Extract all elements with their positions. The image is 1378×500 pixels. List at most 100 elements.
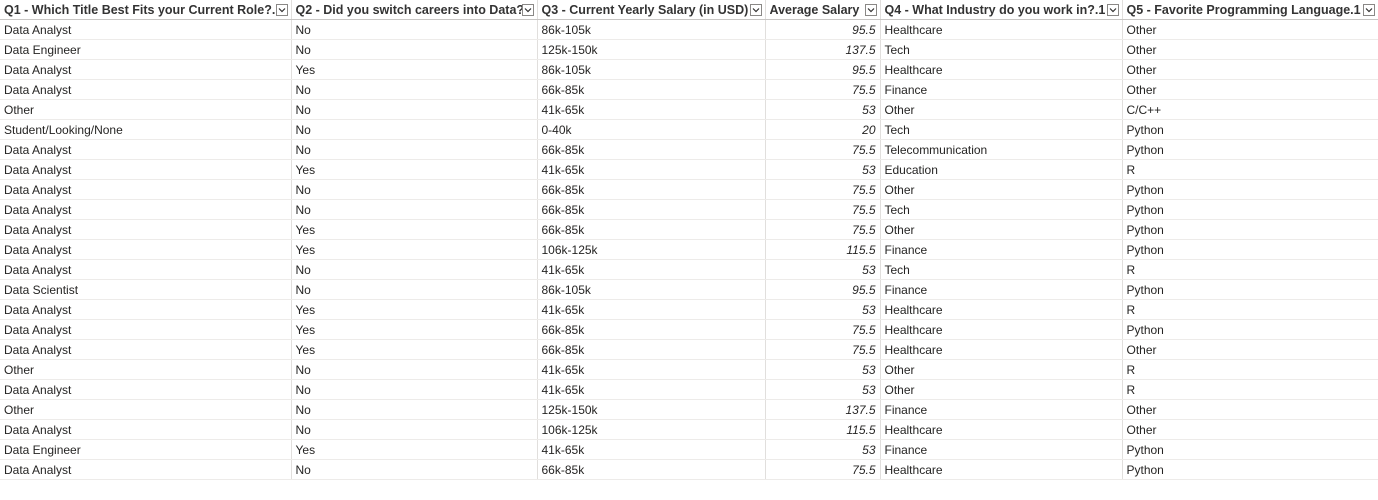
table-row: Data Scientist No 86k-105k 95.5 Finance Pytho… xyxy=(0,279,1378,300)
column-header-label: Average Salary xyxy=(769,2,860,17)
cell-industry: Telecommunication xyxy=(880,139,1123,160)
table-row: Data Analyst No 66k-85k 75.5 Other Python xyxy=(0,179,1378,200)
table-row: Other No 41k-65k 53 Other C/C++ xyxy=(0,99,1378,120)
cell-salary-range: 41k-65k xyxy=(537,359,766,380)
chevron-down-icon[interactable] xyxy=(521,3,534,16)
cell-salary-range: 41k-65k xyxy=(537,299,766,320)
cell-industry: Finance xyxy=(880,439,1123,460)
cell-average-salary: 137.5 xyxy=(765,39,881,60)
cell-average-salary: 53 xyxy=(765,159,881,180)
cell-average-salary: 75.5 xyxy=(765,219,881,240)
cell-career-switch: No xyxy=(291,399,538,420)
cell-career-switch: Yes xyxy=(291,319,538,340)
cell-average-salary: 53 xyxy=(765,299,881,320)
cell-language: Python xyxy=(1122,439,1378,460)
chevron-down-icon[interactable] xyxy=(864,3,877,16)
cell-career-switch: No xyxy=(291,79,538,100)
table-body: Data Analyst No 86k-105k 95.5 Healthcare Othe… xyxy=(0,19,1378,480)
cell-industry: Finance xyxy=(880,279,1123,300)
cell-industry: Healthcare xyxy=(880,19,1123,40)
table-row: Data Engineer Yes 41k-65k 53 Finance Python xyxy=(0,439,1378,460)
cell-salary-range: 86k-105k xyxy=(537,59,766,80)
chevron-down-icon[interactable] xyxy=(1362,3,1375,16)
cell-average-salary: 75.5 xyxy=(765,139,881,160)
cell-industry: Healthcare xyxy=(880,339,1123,360)
cell-average-salary: 53 xyxy=(765,259,881,280)
cell-role: Data Analyst xyxy=(0,379,292,400)
column-header-salary-range[interactable]: Q3 - Current Yearly Salary (in USD) xyxy=(537,0,766,20)
cell-salary-range: 66k-85k xyxy=(537,79,766,100)
chevron-down-icon[interactable] xyxy=(1106,3,1119,16)
cell-career-switch: Yes xyxy=(291,59,538,80)
cell-career-switch: No xyxy=(291,259,538,280)
cell-career-switch: No xyxy=(291,39,538,60)
column-header-career-switch[interactable]: Q2 - Did you switch careers into Data? xyxy=(291,0,538,20)
cell-role: Data Analyst xyxy=(0,179,292,200)
cell-average-salary: 75.5 xyxy=(765,459,881,480)
cell-industry: Other xyxy=(880,99,1123,120)
cell-language: C/C++ xyxy=(1122,99,1378,120)
cell-career-switch: No xyxy=(291,19,538,40)
column-header-industry[interactable]: Q4 - What Industry do you work in?.1 xyxy=(880,0,1123,20)
cell-salary-range: 66k-85k xyxy=(537,339,766,360)
cell-industry: Healthcare xyxy=(880,459,1123,480)
cell-language: Python xyxy=(1122,239,1378,260)
table-row: Data Analyst Yes 66k-85k 75.5 Other Python xyxy=(0,219,1378,240)
cell-career-switch: Yes xyxy=(291,439,538,460)
cell-career-switch: No xyxy=(291,99,538,120)
cell-salary-range: 66k-85k xyxy=(537,139,766,160)
cell-salary-range: 41k-65k xyxy=(537,159,766,180)
cell-career-switch: No xyxy=(291,199,538,220)
table-row: Data Analyst No 66k-85k 75.5 Finance Other xyxy=(0,79,1378,100)
column-header-label: Q2 - Did you switch careers into Data? xyxy=(295,2,522,17)
cell-role: Data Analyst xyxy=(0,319,292,340)
cell-role: Data Analyst xyxy=(0,459,292,480)
cell-average-salary: 53 xyxy=(765,359,881,380)
chevron-down-icon[interactable] xyxy=(749,3,762,16)
cell-average-salary: 53 xyxy=(765,379,881,400)
cell-average-salary: 75.5 xyxy=(765,179,881,200)
cell-industry: Healthcare xyxy=(880,419,1123,440)
cell-language: Python xyxy=(1122,139,1378,160)
cell-role: Data Analyst xyxy=(0,159,292,180)
column-header-role[interactable]: Q1 - Which Title Best Fits your Current … xyxy=(0,0,292,20)
cell-language: R xyxy=(1122,259,1378,280)
cell-role: Data Analyst xyxy=(0,199,292,220)
column-header-label: Q4 - What Industry do you work in?.1 xyxy=(884,2,1106,17)
table-row: Data Analyst No 41k-65k 53 Other R xyxy=(0,379,1378,400)
cell-role: Data Analyst xyxy=(0,19,292,40)
cell-salary-range: 66k-85k xyxy=(537,179,766,200)
table-row: Data Analyst Yes 86k-105k 95.5 Healthcare Oth… xyxy=(0,59,1378,80)
chevron-down-icon[interactable] xyxy=(275,3,288,16)
cell-language: Other xyxy=(1122,59,1378,80)
cell-salary-range: 125k-150k xyxy=(537,399,766,420)
cell-career-switch: Yes xyxy=(291,339,538,360)
cell-average-salary: 53 xyxy=(765,99,881,120)
cell-career-switch: Yes xyxy=(291,239,538,260)
cell-role: Data Analyst xyxy=(0,419,292,440)
cell-role: Data Analyst xyxy=(0,59,292,80)
cell-salary-range: 125k-150k xyxy=(537,39,766,60)
table-row: Data Analyst No 66k-85k 75.5 Tech Python xyxy=(0,199,1378,220)
cell-salary-range: 106k-125k xyxy=(537,239,766,260)
column-header-average-salary[interactable]: Average Salary xyxy=(765,0,881,20)
cell-average-salary: 95.5 xyxy=(765,19,881,40)
table-row: Data Analyst Yes 66k-85k 75.5 Healthcare Othe… xyxy=(0,339,1378,360)
column-header-language[interactable]: Q5 - Favorite Programming Language.1 xyxy=(1122,0,1378,20)
cell-career-switch: No xyxy=(291,139,538,160)
cell-average-salary: 137.5 xyxy=(765,399,881,420)
cell-industry: Other xyxy=(880,219,1123,240)
cell-career-switch: Yes xyxy=(291,299,538,320)
cell-average-salary: 20 xyxy=(765,119,881,140)
cell-role: Data Analyst xyxy=(0,239,292,260)
cell-language: Python xyxy=(1122,279,1378,300)
cell-salary-range: 86k-105k xyxy=(537,279,766,300)
cell-language: Python xyxy=(1122,459,1378,480)
header-row: Q1 - Which Title Best Fits your Current … xyxy=(0,0,1378,20)
cell-language: Other xyxy=(1122,79,1378,100)
cell-role: Data Analyst xyxy=(0,139,292,160)
cell-industry: Other xyxy=(880,179,1123,200)
cell-salary-range: 86k-105k xyxy=(537,19,766,40)
cell-language: Python xyxy=(1122,119,1378,140)
cell-career-switch: No xyxy=(291,279,538,300)
